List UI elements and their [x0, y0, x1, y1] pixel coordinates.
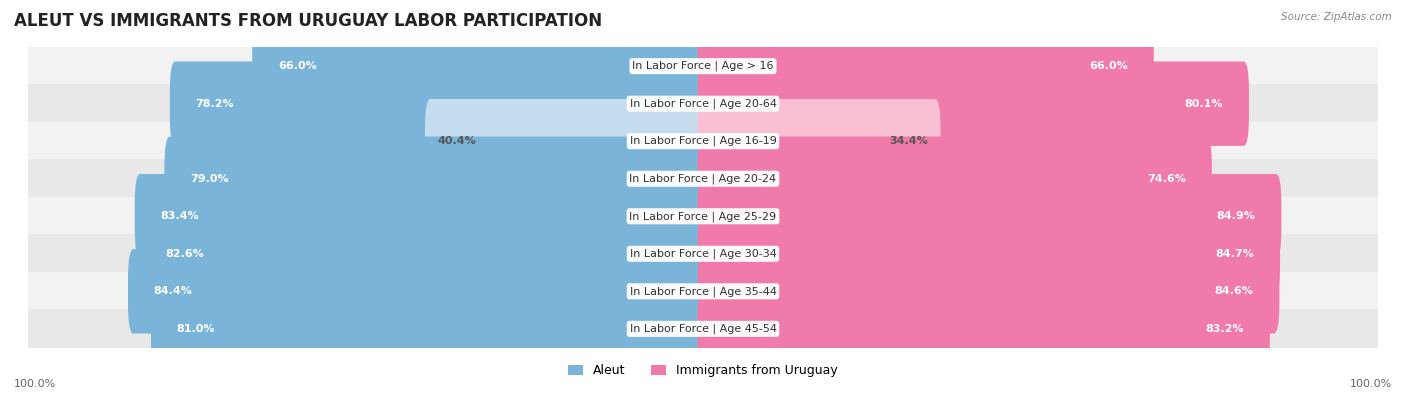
Text: In Labor Force | Age 25-29: In Labor Force | Age 25-29: [630, 211, 776, 222]
FancyBboxPatch shape: [697, 137, 1212, 221]
Text: In Labor Force | Age 30-34: In Labor Force | Age 30-34: [630, 248, 776, 259]
Text: 100.0%: 100.0%: [1350, 379, 1392, 389]
FancyBboxPatch shape: [28, 159, 1378, 198]
Text: 80.1%: 80.1%: [1185, 99, 1223, 109]
Text: 79.0%: 79.0%: [190, 174, 229, 184]
Text: In Labor Force | Age 35-44: In Labor Force | Age 35-44: [630, 286, 776, 297]
Text: 84.7%: 84.7%: [1216, 249, 1254, 259]
FancyBboxPatch shape: [697, 62, 1249, 146]
FancyBboxPatch shape: [697, 212, 1279, 296]
Text: 66.0%: 66.0%: [278, 61, 316, 71]
FancyBboxPatch shape: [28, 272, 1378, 311]
Text: In Labor Force | Age 16-19: In Labor Force | Age 16-19: [630, 136, 776, 147]
FancyBboxPatch shape: [697, 99, 941, 183]
Text: 84.4%: 84.4%: [153, 286, 193, 296]
Text: Source: ZipAtlas.com: Source: ZipAtlas.com: [1281, 12, 1392, 22]
Legend: Aleut, Immigrants from Uruguay: Aleut, Immigrants from Uruguay: [568, 364, 838, 377]
FancyBboxPatch shape: [425, 99, 709, 183]
Text: ALEUT VS IMMIGRANTS FROM URUGUAY LABOR PARTICIPATION: ALEUT VS IMMIGRANTS FROM URUGUAY LABOR P…: [14, 12, 602, 30]
FancyBboxPatch shape: [128, 249, 709, 333]
Text: 34.4%: 34.4%: [890, 136, 928, 146]
FancyBboxPatch shape: [28, 84, 1378, 123]
FancyBboxPatch shape: [697, 24, 1154, 108]
Text: 74.6%: 74.6%: [1147, 174, 1187, 184]
FancyBboxPatch shape: [252, 24, 709, 108]
Text: 66.0%: 66.0%: [1090, 61, 1128, 71]
Text: 84.6%: 84.6%: [1215, 286, 1254, 296]
FancyBboxPatch shape: [28, 234, 1378, 273]
FancyBboxPatch shape: [28, 122, 1378, 161]
Text: 40.4%: 40.4%: [437, 136, 475, 146]
Text: 82.6%: 82.6%: [166, 249, 204, 259]
Text: 81.0%: 81.0%: [177, 324, 215, 334]
FancyBboxPatch shape: [28, 197, 1378, 236]
FancyBboxPatch shape: [697, 287, 1270, 371]
Text: 84.9%: 84.9%: [1216, 211, 1256, 221]
Text: In Labor Force | Age > 16: In Labor Force | Age > 16: [633, 61, 773, 71]
FancyBboxPatch shape: [135, 174, 709, 258]
FancyBboxPatch shape: [28, 47, 1378, 86]
FancyBboxPatch shape: [141, 212, 709, 296]
Text: In Labor Force | Age 20-64: In Labor Force | Age 20-64: [630, 98, 776, 109]
Text: 78.2%: 78.2%: [195, 99, 235, 109]
FancyBboxPatch shape: [697, 249, 1279, 333]
FancyBboxPatch shape: [697, 174, 1281, 258]
Text: 100.0%: 100.0%: [14, 379, 56, 389]
FancyBboxPatch shape: [170, 62, 709, 146]
FancyBboxPatch shape: [165, 137, 709, 221]
FancyBboxPatch shape: [28, 309, 1378, 348]
FancyBboxPatch shape: [150, 287, 709, 371]
Text: In Labor Force | Age 20-24: In Labor Force | Age 20-24: [630, 173, 776, 184]
Text: 83.4%: 83.4%: [160, 211, 200, 221]
Text: 83.2%: 83.2%: [1206, 324, 1244, 334]
Text: In Labor Force | Age 45-54: In Labor Force | Age 45-54: [630, 324, 776, 334]
